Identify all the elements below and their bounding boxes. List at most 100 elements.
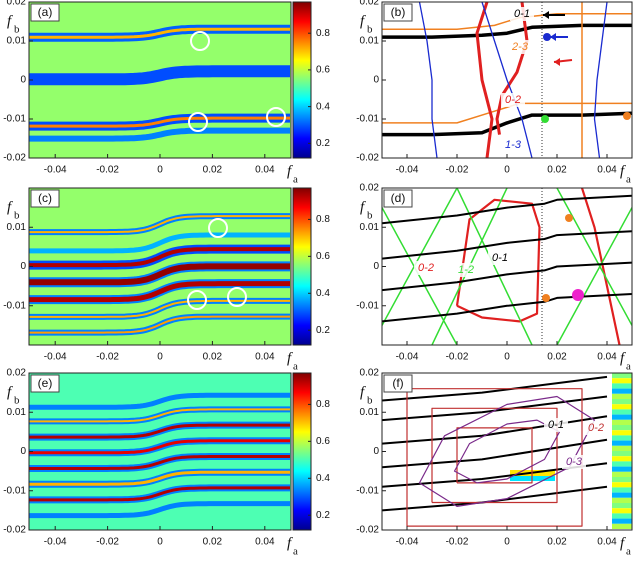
highlight-circle [190, 31, 210, 51]
stripe [612, 393, 632, 399]
y-label: f [360, 199, 366, 215]
x-tick-label: 0.04 [597, 165, 617, 176]
stripe [612, 503, 632, 509]
heatmap-band [29, 281, 290, 303]
x-tick-label: -0.04 [396, 352, 419, 363]
x-tick-label: -0.02 [96, 165, 119, 176]
heatmap-band [29, 470, 290, 486]
plot-area [382, 373, 632, 530]
curve [475, 2, 529, 158]
y-tick-label: 0.01 [360, 36, 380, 47]
panel-label: (a) [38, 5, 53, 19]
panel-label: (f) [392, 376, 403, 390]
curve-label: 2-3 [511, 41, 529, 53]
y-tick-label: 0.02 [7, 0, 27, 8]
highlight-circle [227, 287, 247, 307]
y-tick-label: -0.02 [3, 153, 26, 164]
x-tick-label: 0.02 [547, 537, 567, 548]
label-bg [454, 263, 478, 277]
stripe [612, 461, 632, 467]
highlight-circle [266, 107, 286, 127]
y-label-sub: b [14, 395, 20, 407]
stripe [612, 523, 632, 529]
x-tick-label: 0 [504, 352, 510, 363]
y-label: f [360, 13, 366, 29]
curve [382, 194, 632, 323]
arrow-head [554, 58, 560, 66]
y-tick-label: 0 [373, 75, 379, 86]
heatmap-band [29, 247, 290, 268]
highlight-circle [208, 218, 228, 238]
x-tick-label: 0.04 [255, 352, 275, 363]
x-tick-label: 0 [504, 537, 510, 548]
stripe [612, 466, 632, 472]
y-tick-label: 0.02 [360, 368, 380, 379]
heatmap-band [29, 501, 290, 519]
marker [572, 289, 584, 301]
x-tick-label: 0.02 [547, 352, 567, 363]
curve [406, 388, 583, 527]
colorbar [292, 187, 312, 346]
x-label-sub: a [293, 546, 298, 558]
y-tick-label: -0.01 [356, 114, 379, 125]
label-bg [501, 138, 525, 152]
heatmap-band [29, 27, 290, 39]
panel-label-bg [30, 3, 60, 22]
stripe [612, 414, 632, 420]
panel-label-bg [383, 189, 413, 208]
curve-label: 0-3 [566, 456, 583, 468]
label-bg [544, 418, 568, 432]
y-tick-label: -0.02 [356, 153, 379, 164]
marker [541, 115, 549, 123]
colorbar-tick-label: 0.8 [316, 214, 330, 225]
panel-label-bg [30, 189, 60, 208]
y-label: f [7, 13, 13, 29]
y-label: f [7, 199, 13, 215]
x-tick-label: 0.04 [597, 352, 617, 363]
stripe [612, 388, 632, 394]
stripe [612, 513, 632, 519]
panel-label-bg [30, 374, 60, 393]
panel-label-bg [383, 3, 413, 22]
x-tick-label: -0.02 [96, 352, 119, 363]
y-tick-label: -0.02 [356, 525, 379, 536]
y-label-sub: b [367, 24, 373, 36]
y-tick-label: -0.01 [356, 485, 379, 496]
plot-area [29, 373, 291, 530]
y-tick-label: 0.01 [7, 407, 27, 418]
y-tick-label: 0 [373, 446, 379, 457]
marker [623, 112, 631, 120]
panel-label: (d) [391, 191, 406, 205]
stripe [612, 518, 632, 524]
y-label: f [7, 384, 13, 400]
x-tick-label: 0 [157, 352, 163, 363]
x-tick-label: 0.02 [203, 537, 223, 548]
heatmap-band [29, 263, 290, 286]
x-label-sub: a [626, 361, 631, 373]
stripe [612, 419, 632, 425]
curve-label: 0-2 [588, 422, 604, 434]
y-tick-label: 0.02 [360, 183, 380, 194]
x-tick-label: 0 [157, 537, 163, 548]
stripe [612, 471, 632, 477]
colorbar [292, 372, 312, 531]
x-tick-label: 0.02 [203, 165, 223, 176]
stripe [612, 492, 632, 498]
heatmap-band [29, 65, 290, 86]
y-label-sub: b [367, 395, 373, 407]
x-label: f [620, 163, 626, 179]
curve-label: 1-2 [458, 264, 474, 276]
heatmap-band [29, 116, 290, 128]
stripe [612, 482, 632, 488]
x-tick-label: -0.04 [44, 165, 67, 176]
arrow-head [543, 11, 549, 19]
highlight-circle [188, 112, 208, 132]
stripe [612, 440, 632, 446]
y-tick-label: 0.01 [360, 407, 380, 418]
x-label-sub: a [293, 174, 298, 186]
y-tick-label: 0 [20, 261, 26, 272]
x-tick-label: 0.04 [255, 165, 275, 176]
y-tick-label: 0.01 [7, 222, 27, 233]
y-tick-label: -0.01 [3, 485, 26, 496]
x-tick-label: 0.02 [547, 165, 567, 176]
